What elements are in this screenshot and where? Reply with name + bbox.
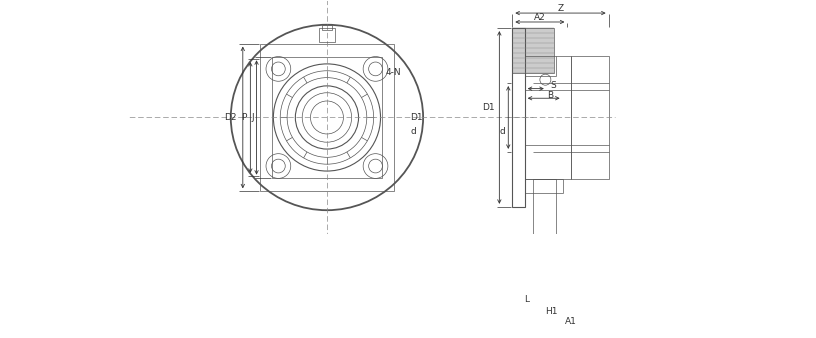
Text: J: J <box>252 113 255 122</box>
Bar <box>319 28 335 42</box>
Bar <box>570 56 609 179</box>
Text: d: d <box>499 127 506 136</box>
Bar <box>512 28 553 73</box>
Text: B: B <box>547 91 553 100</box>
Bar <box>322 25 332 30</box>
Bar <box>525 56 570 179</box>
Bar <box>272 57 382 177</box>
Bar <box>260 44 394 191</box>
Text: D1: D1 <box>482 103 494 112</box>
Text: H1: H1 <box>545 307 557 316</box>
Text: 4-N: 4-N <box>386 68 401 77</box>
Text: D2: D2 <box>224 113 237 122</box>
Text: L: L <box>524 295 529 304</box>
Text: Z: Z <box>557 4 564 13</box>
Text: A2: A2 <box>534 14 546 22</box>
Text: D1: D1 <box>410 113 423 122</box>
Bar <box>512 28 525 207</box>
Text: d: d <box>410 127 416 136</box>
Text: S: S <box>551 81 557 90</box>
Text: A1: A1 <box>565 317 577 326</box>
Bar <box>533 179 556 279</box>
Text: P: P <box>241 113 246 122</box>
Bar <box>512 28 553 73</box>
